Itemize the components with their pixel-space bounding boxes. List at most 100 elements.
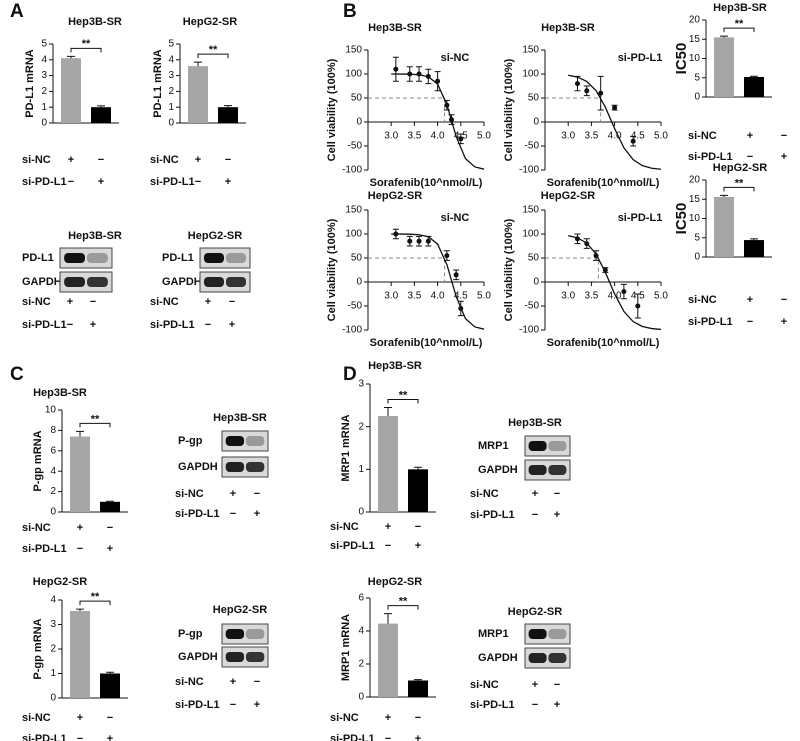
blot-band [245, 436, 265, 446]
condition-label: si-PD-L1 [150, 319, 195, 331]
y-tick-label: 150 [522, 45, 539, 56]
fit-curve [391, 233, 485, 330]
condition-mark: + [230, 488, 236, 500]
x-tick-label: 4.0 [431, 291, 445, 302]
x-tick-label: 4.0 [431, 131, 445, 142]
x-tick-label: 4.0 [608, 131, 622, 142]
y-axis-label: Cell viability (100%) [503, 218, 515, 321]
blot-band [226, 253, 246, 263]
chart-title: HepG2-SR [368, 190, 422, 202]
chart-subtitle: si-NC [441, 52, 470, 64]
condition-mark: + [230, 676, 236, 688]
data-point [444, 102, 450, 108]
data-point [449, 117, 455, 123]
y-tick-label: 100 [522, 229, 539, 240]
blot-band [225, 652, 245, 662]
blot-band [204, 277, 224, 287]
y-tick-label: 2 [168, 86, 174, 97]
condition-label: si-PD-L1 [470, 699, 515, 711]
data-point [593, 253, 599, 259]
x-tick-label: 5.0 [654, 131, 668, 142]
x-tick-label: 4.5 [454, 291, 468, 302]
y-tick-label: 2 [50, 644, 56, 655]
y-tick-label: -100 [342, 165, 362, 176]
y-tick-label: 3 [41, 70, 47, 81]
condition-mark: − [77, 543, 83, 555]
condition-mark: − [415, 712, 421, 724]
condition-mark: + [107, 733, 113, 741]
error-bar [106, 671, 114, 674]
panel-label: A [10, 1, 24, 22]
y-tick-label: -50 [525, 141, 540, 152]
condition-label: si-PD-L1 [688, 151, 733, 163]
data-point [612, 105, 618, 111]
data-point [444, 253, 450, 259]
y-tick-label: 0 [533, 117, 539, 128]
chart-title: Hep3B-SR [541, 22, 595, 34]
condition-mark: + [385, 521, 391, 533]
bar [714, 196, 734, 257]
blot-row-label: PD-L1 [162, 252, 194, 264]
blot-row-label: GAPDH [478, 464, 518, 476]
x-tick-label: 3.0 [561, 131, 575, 142]
y-axis-label: IC50 [673, 203, 690, 235]
x-tick-label: 5.0 [477, 131, 491, 142]
blot-band [548, 465, 567, 475]
blot-row-label: P-gp [178, 435, 203, 447]
data-point [416, 238, 422, 244]
y-axis-label: MRP1 mRNA [340, 414, 352, 481]
y-tick-label: 0 [358, 692, 364, 703]
bar [70, 611, 90, 698]
condition-mark: + [554, 509, 560, 521]
blot-band [225, 629, 245, 639]
blot-title: Hep3B-SR [68, 230, 122, 242]
chart-title: Hep3B-SR [368, 360, 422, 372]
data-point [458, 136, 464, 142]
condition-label: si-PD-L1 [22, 319, 67, 331]
blot-title: HepG2-SR [508, 606, 562, 618]
condition-mark: + [90, 319, 96, 331]
data-point [453, 272, 459, 278]
x-tick-label: 3.5 [407, 131, 421, 142]
condition-mark: − [90, 296, 96, 308]
error-bar [720, 35, 728, 38]
fit-curve [568, 234, 662, 331]
condition-mark: − [415, 521, 421, 533]
y-tick-label: 0 [694, 92, 700, 103]
y-tick-label: 0 [694, 252, 700, 263]
condition-mark: − [254, 676, 260, 688]
data-point [630, 138, 636, 144]
x-axis-label: Sorafenib(10^nmol/L) [547, 177, 660, 189]
condition-label: si-NC [22, 522, 51, 534]
y-tick-label: 2 [50, 486, 56, 497]
condition-mark: + [98, 176, 104, 188]
y-tick-label: 10 [689, 53, 701, 64]
x-axis-label: Sorafenib(10^nmol/L) [370, 337, 483, 349]
y-tick-label: 1 [358, 464, 364, 475]
y-tick-label: 50 [351, 93, 363, 104]
y-tick-label: 5 [168, 39, 174, 50]
ic50-guide [545, 257, 599, 282]
y-tick-label: 6 [50, 445, 56, 456]
significance-bracket [387, 398, 419, 404]
data-point [425, 238, 431, 244]
blot-band [87, 253, 108, 263]
panel-label: B [343, 1, 357, 22]
condition-mark: − [554, 488, 560, 500]
y-tick-label: 0 [168, 118, 174, 129]
chart-title: Hep3B-SR [368, 22, 422, 34]
condition-label: si-NC [330, 712, 359, 724]
condition-mark: + [781, 151, 787, 163]
condition-label: si-PD-L1 [330, 733, 375, 741]
blot-band [204, 253, 224, 263]
significance: ** [399, 596, 408, 608]
y-axis-label: Cell viability (100%) [326, 218, 338, 321]
chart-subtitle: si-PD-L1 [618, 52, 663, 64]
condition-label: si-NC [470, 679, 499, 691]
significance-bracket [723, 27, 755, 33]
y-tick-label: 0 [358, 507, 364, 518]
y-tick-label: 0 [533, 277, 539, 288]
y-axis-label: PD-L1 mRNA [152, 49, 164, 118]
condition-label: si-NC [22, 712, 51, 724]
